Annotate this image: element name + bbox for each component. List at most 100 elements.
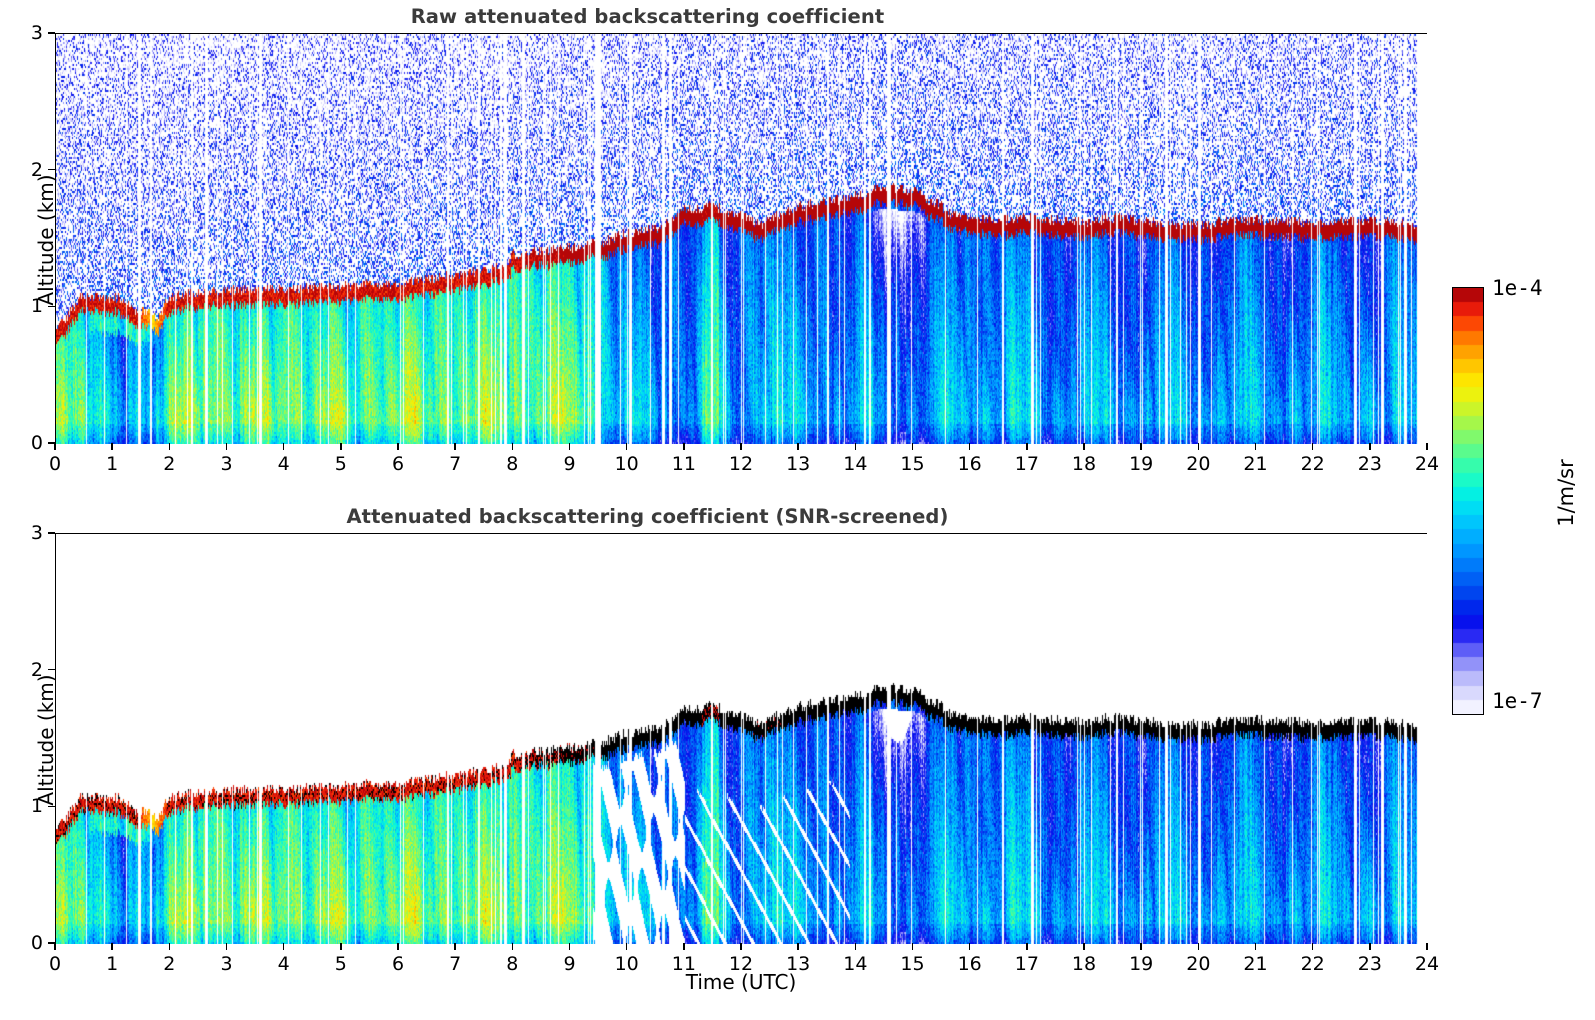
x-tick-label: 10 [614, 953, 639, 975]
x-tick-label: 20 [1186, 453, 1211, 475]
x-tick-label: 7 [449, 953, 462, 975]
x-tick-label: 17 [1014, 953, 1039, 975]
x-tick [54, 443, 56, 450]
x-tick-label: 2 [163, 953, 176, 975]
y-tick [48, 442, 55, 444]
x-tick-label: 1 [106, 953, 119, 975]
x-tick-label: 13 [786, 453, 811, 475]
x-tick-label: 21 [1243, 953, 1268, 975]
x-tick [568, 943, 571, 950]
x-tick-label: 15 [900, 453, 925, 475]
x-tick [282, 443, 285, 450]
x-tick-label: 5 [334, 953, 347, 975]
x-tick-label: 21 [1243, 453, 1268, 475]
x-tick-label: 16 [957, 953, 982, 975]
x-tick [1426, 943, 1428, 950]
x-tick [454, 443, 456, 450]
x-tick [282, 943, 285, 950]
x-tick [1311, 443, 1314, 450]
x-tick-label: 3 [220, 953, 233, 975]
x-tick [397, 943, 399, 950]
x-tick [1254, 443, 1257, 450]
y-tick-label: 3 [30, 522, 43, 544]
x-tick [1140, 443, 1142, 450]
x-tick [797, 943, 799, 950]
x-tick [1083, 443, 1085, 450]
y-tick-label: 0 [30, 932, 43, 954]
x-tick [683, 943, 685, 950]
x-tick-label: 6 [391, 953, 405, 975]
y-tick-label: 2 [30, 158, 43, 181]
x-tick-label: 8 [506, 453, 519, 475]
x-tick [625, 443, 628, 450]
y-tick-label: 1 [30, 795, 43, 818]
x-tick [1254, 943, 1257, 950]
x-axis-label: Time (UTC) [685, 970, 797, 994]
axes-screened [55, 533, 1428, 944]
x-tick-label: 14 [843, 953, 868, 975]
x-tick-label: 19 [1129, 453, 1154, 475]
x-tick [454, 943, 456, 950]
colorbar-unit-label: 1/m/sr [1554, 459, 1578, 527]
x-tick [625, 943, 628, 950]
x-tick-label: 16 [957, 453, 982, 475]
x-tick [854, 943, 857, 950]
x-tick [683, 443, 685, 450]
panel-raw: Raw attenuated backscattering coefficien… [0, 0, 1595, 500]
y-tick-label: 0 [30, 432, 43, 454]
x-tick-label: 14 [843, 453, 868, 475]
panel-raw-title: Raw attenuated backscattering coefficien… [410, 5, 885, 28]
colorbar-max-label: 1e-4 [1492, 276, 1543, 300]
colorbar: 1e-4 1e-7 1/m/sr [1448, 276, 1595, 715]
x-tick [111, 943, 113, 950]
x-tick-label: 9 [563, 453, 576, 475]
x-tick [1140, 943, 1142, 950]
x-tick-label: 13 [786, 953, 811, 975]
panel-screened-title: Attenuated backscattering coefficient (S… [346, 505, 949, 528]
x-tick [1026, 943, 1028, 950]
x-tick-label: 20 [1186, 953, 1211, 975]
heatmap-raw [56, 34, 1428, 444]
x-tick [1026, 443, 1028, 450]
x-tick-label: 5 [334, 453, 347, 475]
x-tick [568, 443, 571, 450]
x-tick-label: 9 [563, 953, 576, 975]
x-tick-label: 22 [1300, 453, 1325, 475]
panel-screened: Attenuated backscattering coefficient (S… [0, 500, 1595, 1020]
x-tick-label: 11 [671, 453, 696, 475]
x-tick-label: 19 [1129, 953, 1154, 975]
x-tick-label: 17 [1014, 453, 1039, 475]
x-tick-label: 24 [1414, 453, 1440, 475]
x-tick [54, 943, 56, 950]
x-tick [168, 443, 171, 450]
x-tick-label: 24 [1414, 953, 1440, 975]
x-tick [854, 443, 857, 450]
heatmap-screened [56, 534, 1428, 944]
x-tick-label: 0 [48, 953, 62, 975]
x-tick [340, 943, 342, 950]
y-tick [48, 305, 55, 308]
x-tick-label: 12 [728, 453, 754, 475]
y-tick [48, 942, 55, 944]
y-tick [48, 532, 55, 534]
x-tick [225, 943, 228, 950]
x-tick [111, 443, 113, 450]
x-tick [397, 443, 399, 450]
x-tick [340, 443, 342, 450]
x-tick [740, 443, 742, 450]
x-tick [1197, 943, 1200, 950]
x-tick [740, 943, 742, 950]
y-tick-label: 1 [30, 295, 43, 318]
y-tick [48, 32, 55, 34]
x-tick [911, 943, 914, 950]
x-tick-label: 18 [1071, 453, 1097, 475]
x-tick-label: 3 [220, 453, 233, 475]
x-tick-label: 0 [48, 453, 62, 475]
x-tick-label: 10 [614, 453, 639, 475]
x-tick [1369, 943, 1371, 950]
x-tick [968, 443, 971, 450]
x-tick [511, 943, 514, 950]
x-tick [911, 443, 914, 450]
x-tick-label: 18 [1071, 953, 1097, 975]
y-tick [48, 668, 55, 671]
